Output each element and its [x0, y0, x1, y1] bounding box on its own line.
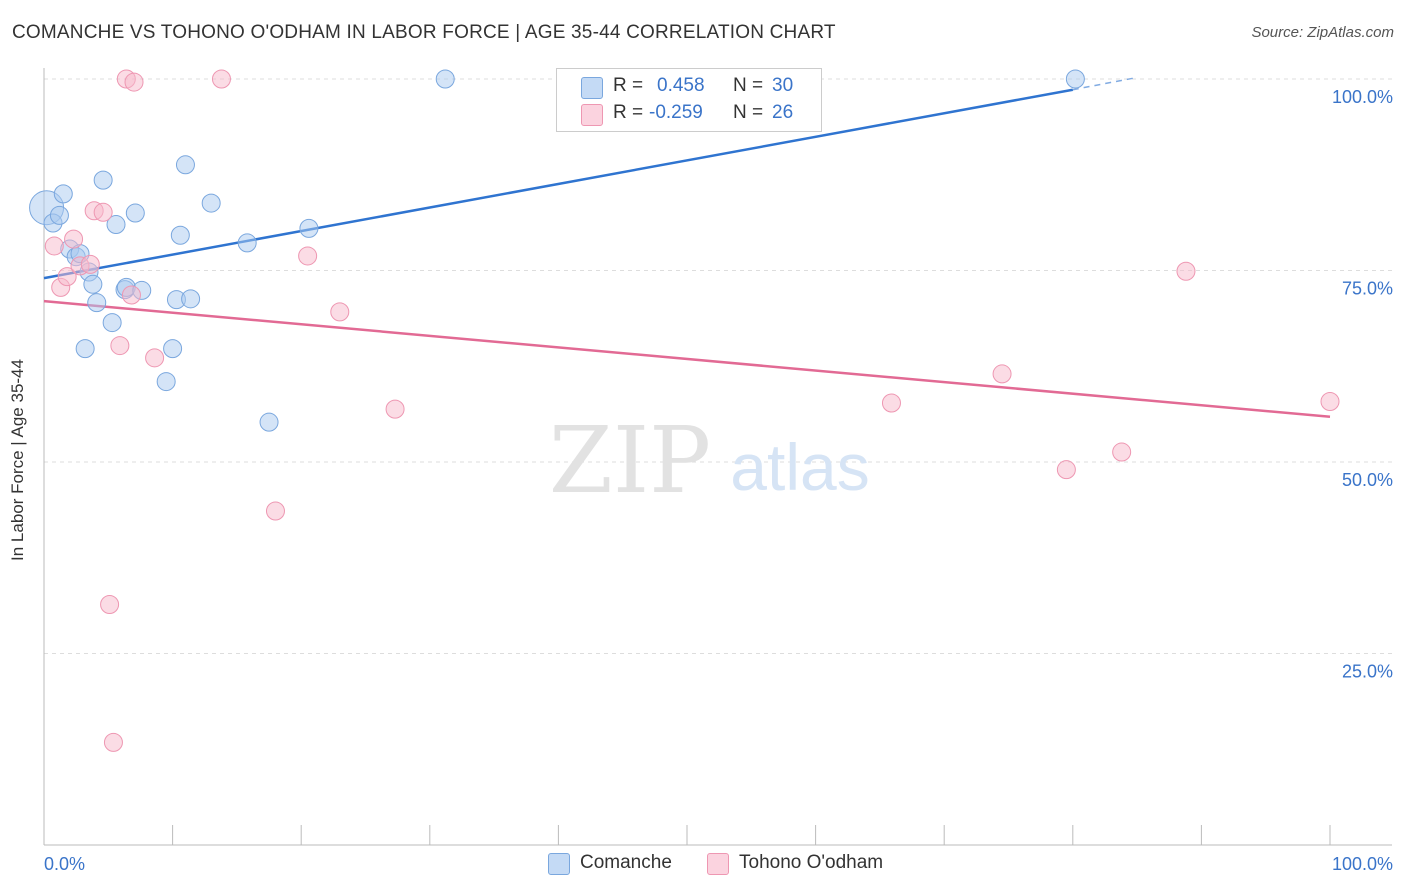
point-comanche [1065, 69, 1085, 89]
point-tohono [80, 254, 100, 274]
point-tohono [93, 202, 113, 222]
trend-lines [43, 76, 1331, 419]
point-comanche [102, 313, 122, 333]
point-tohono [881, 393, 901, 413]
x-tick-label-left: 0.0% [44, 854, 85, 874]
legend-n-value: 26 [772, 102, 794, 123]
data-points [29, 69, 1340, 752]
point-comanche [201, 193, 221, 213]
legend-r-label: R = [613, 102, 644, 123]
y-tick-labels: 100.0% 75.0% 50.0% 25.0% [1332, 87, 1393, 682]
point-comanche [237, 233, 257, 253]
bottom-legend-label: Tohono O'odham [739, 852, 884, 873]
point-comanche [435, 69, 455, 89]
legend-swatch-tohono [581, 104, 603, 126]
watermark-zip: ZIP [549, 407, 711, 514]
bottom-legend-swatch-tohono [707, 853, 729, 875]
point-comanche [170, 225, 190, 245]
point-comanche [87, 293, 107, 313]
trend-line-tohono [43, 299, 1331, 419]
bottom-legend-swatch-comanche [548, 853, 570, 875]
point-tohono [100, 594, 120, 614]
point-comanche [299, 218, 319, 238]
point-comanche [125, 203, 145, 223]
legend-r-label: R = [613, 75, 644, 96]
point-tohono [1176, 261, 1196, 281]
point-comanche [106, 215, 126, 235]
y-tick-label: 25.0% [1342, 662, 1393, 682]
point-tohono [385, 399, 405, 419]
point-tohono [211, 69, 231, 89]
x-tick-label-right: 100.0% [1332, 854, 1393, 874]
correlation-legend: R = 0.458 N = 30 R = -0.259 N = 26 [556, 68, 822, 132]
point-tohono [992, 364, 1012, 384]
point-tohono [265, 501, 285, 521]
point-comanche [156, 372, 176, 392]
source-credit: Source: ZipAtlas.com [1251, 24, 1394, 41]
legend-n-label: N = [733, 102, 764, 123]
trend-line-comanche [43, 88, 1074, 280]
axes [43, 68, 1392, 846]
point-tohono [57, 267, 77, 287]
point-tohono [1112, 442, 1132, 462]
point-tohono [44, 236, 64, 256]
point-comanche [181, 289, 201, 309]
point-comanche [175, 155, 195, 175]
point-comanche [53, 184, 73, 204]
gridlines [44, 78, 1392, 654]
legend-r-value: 0.458 [657, 75, 705, 96]
point-tohono [121, 285, 141, 305]
y-tick-label: 50.0% [1342, 470, 1393, 490]
watermark-atlas: atlas [730, 430, 869, 504]
point-comanche [93, 170, 113, 190]
legend-n-label: N = [733, 75, 764, 96]
point-tohono [330, 302, 350, 322]
legend-swatch-comanche [581, 77, 603, 99]
legend-n-value: 30 [772, 75, 794, 96]
legend-r-value: -0.259 [649, 102, 703, 123]
point-tohono [145, 348, 165, 368]
point-comanche [49, 205, 69, 225]
point-tohono [110, 336, 130, 356]
point-comanche [83, 274, 103, 294]
point-tohono [64, 229, 84, 249]
point-comanche [75, 339, 95, 359]
watermark: ZIP atlas [549, 407, 870, 514]
x-tick-labels: 0.0% 100.0% [44, 854, 1393, 874]
point-tohono [1320, 391, 1340, 411]
y-tick-label: 100.0% [1332, 87, 1393, 107]
point-comanche [163, 339, 183, 359]
point-tohono [124, 72, 144, 92]
bottom-legend-label: Comanche [580, 852, 672, 873]
point-tohono [1056, 460, 1076, 480]
point-tohono [298, 246, 318, 266]
point-comanche [259, 412, 279, 432]
point-tohono [103, 732, 123, 752]
chart-title: COMANCHE VS TOHONO O'ODHAM IN LABOR FORC… [12, 22, 836, 43]
y-tick-label: 75.0% [1342, 279, 1393, 299]
